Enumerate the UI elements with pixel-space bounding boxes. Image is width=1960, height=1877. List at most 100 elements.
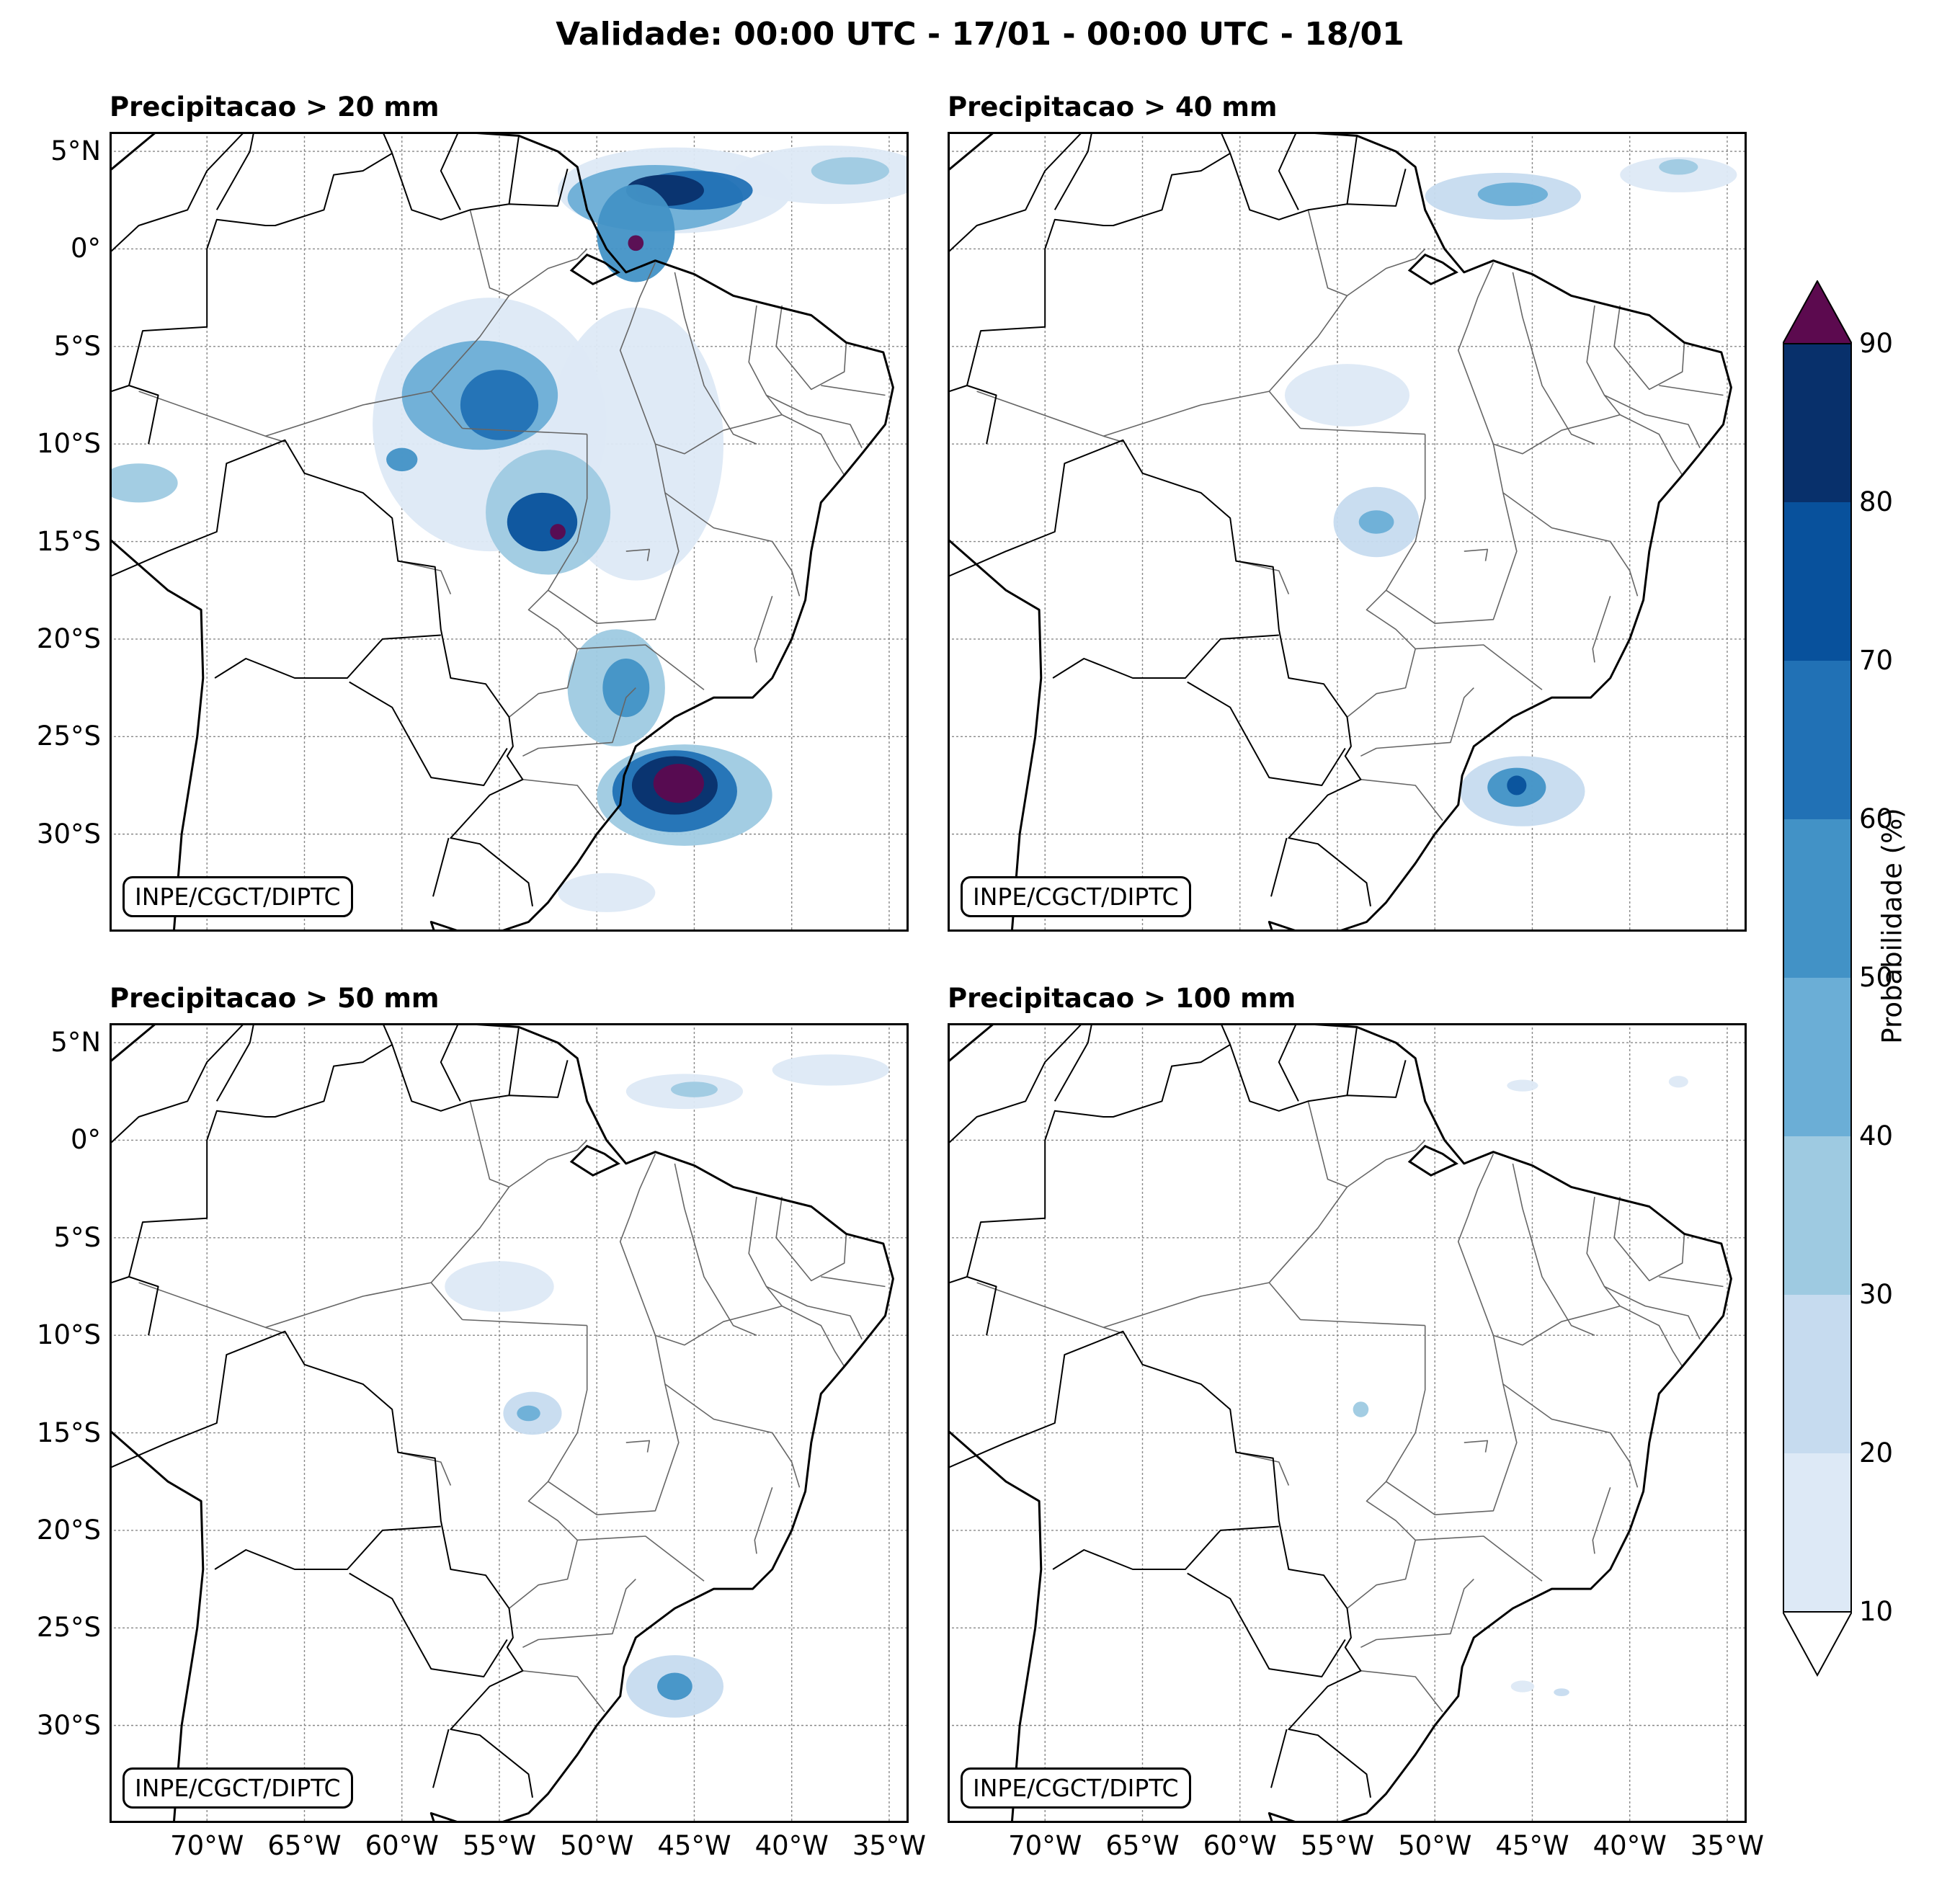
state-border [1659, 385, 1724, 396]
country-borders [948, 1023, 1407, 1798]
state-border [1464, 1440, 1489, 1453]
latitude-tick-label: 10°S [36, 428, 101, 460]
state-border [1586, 305, 1621, 416]
country-border [349, 681, 508, 786]
pacific-coastline [110, 1429, 205, 1823]
precip-region [1507, 1079, 1538, 1092]
state-border [766, 394, 863, 448]
probability-field [445, 1054, 889, 1718]
country-border [1278, 1023, 1299, 1102]
country-border [214, 1525, 441, 1570]
precip-region [602, 658, 650, 718]
country-border [1278, 132, 1299, 210]
state-border [1268, 1101, 1348, 1283]
longitude-tick-label: 65°W [1105, 1830, 1180, 1861]
state-border [1493, 1305, 1621, 1346]
map-panel-100mm: Precipitacao > 100 mm INPE/CGCT/DIPTC [948, 983, 1747, 1823]
longitude-tick-label: 60°W [1203, 1830, 1277, 1861]
colorbar-tick-label: 10 [1859, 1596, 1894, 1627]
panel-title: Precipitacao > 100 mm [948, 983, 1296, 1014]
state-border [1604, 1285, 1701, 1339]
state-border [766, 1285, 863, 1339]
state-border [509, 1325, 588, 1609]
state-border [398, 1451, 452, 1486]
latitude-tick-label: 25°S [36, 721, 101, 752]
state-border [509, 1139, 588, 1188]
latitude-tick-label: 0° [70, 233, 101, 264]
state-border [1592, 1487, 1611, 1554]
atlantic-coastline [110, 1023, 894, 1823]
colorbar-tick-label: 90 [1859, 328, 1894, 359]
state-border [1512, 1163, 1595, 1336]
probability-field [1353, 1076, 1688, 1697]
precip-region [597, 184, 675, 282]
precip-region [517, 1405, 540, 1422]
colorbar-segment [1783, 661, 1852, 819]
state-border [674, 272, 757, 445]
state-border [655, 414, 783, 455]
country-border [1187, 1572, 1346, 1677]
colorbar-segment [1783, 1136, 1852, 1295]
country-border [215, 132, 255, 210]
marajo-island [569, 253, 620, 285]
country-border [1054, 132, 1093, 210]
state-border [625, 548, 651, 561]
precipitation-map [110, 1023, 909, 1823]
country-border [1220, 1023, 1231, 1045]
precip-region [1507, 775, 1527, 795]
state-border [1415, 644, 1543, 690]
state-border [577, 1535, 705, 1582]
country-border [508, 135, 520, 205]
state-border [577, 644, 705, 690]
country-border [948, 1276, 968, 1285]
state-borders [976, 1101, 1724, 1713]
latitude-tick-label: 5°S [53, 330, 101, 362]
state-border [1415, 1535, 1543, 1582]
state-border [1502, 1383, 1639, 1488]
map-canvas [110, 1023, 909, 1823]
latitude-tick-label: 0° [70, 1124, 101, 1156]
precipitation-map [110, 132, 909, 932]
state-border [509, 248, 588, 297]
state-border [1493, 414, 1621, 455]
precip-region [558, 873, 656, 912]
country-border [948, 385, 968, 393]
country-border [110, 439, 533, 906]
map-canvas [948, 132, 1747, 932]
longitude-tick-label: 35°W [1690, 1830, 1765, 1861]
country-border [1346, 135, 1358, 205]
country-border [948, 132, 1084, 254]
state-border [462, 427, 587, 435]
latitude-tick-label: 30°S [36, 818, 101, 850]
longitude-tick-label: 50°W [1398, 1830, 1472, 1861]
state-border [398, 560, 452, 594]
country-border [110, 1023, 246, 1145]
state-border [976, 391, 1123, 443]
country-border [349, 1572, 508, 1677]
state-border [509, 434, 588, 718]
latitude-tick-label: 10°S [36, 1319, 101, 1351]
precip-region [653, 764, 704, 803]
state-border [1347, 434, 1426, 718]
state-border [1619, 414, 1683, 476]
latitude-tick-label: 30°S [36, 1709, 101, 1741]
state-border [522, 1579, 636, 1649]
country-border [128, 152, 569, 445]
country-border [948, 1023, 1084, 1145]
state-border [1502, 492, 1639, 597]
state-border [430, 1101, 510, 1283]
precip-region [811, 157, 889, 185]
precip-region [1358, 510, 1394, 534]
state-border [1347, 248, 1426, 297]
colorbar-tick-label: 40 [1859, 1120, 1894, 1151]
colorbar-tick-label: 70 [1859, 645, 1894, 676]
state-border [522, 1670, 605, 1713]
state-border [1300, 1319, 1425, 1327]
state-border [1592, 596, 1611, 663]
state-border [1386, 1335, 1518, 1515]
state-border [748, 305, 783, 416]
colorbar-tick-label: 50 [1859, 962, 1894, 993]
state-border [1236, 560, 1290, 594]
marajo-island [1407, 253, 1458, 285]
atlantic-coastline [948, 132, 1732, 932]
